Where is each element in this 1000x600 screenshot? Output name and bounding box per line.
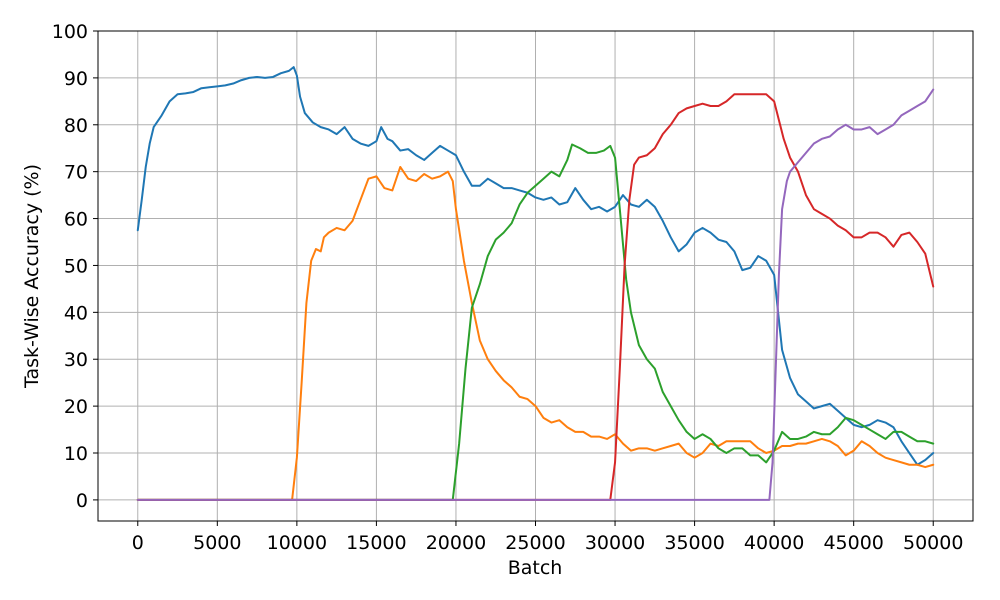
y-tick-label: 90 (64, 68, 88, 90)
x-axis-label: Batch (508, 557, 563, 579)
y-tick-label: 40 (64, 302, 88, 324)
y-tick-label: 0 (76, 490, 88, 512)
series-lines (136, 66, 935, 501)
x-tick-label: 30000 (585, 532, 645, 554)
x-tick-label: 5000 (193, 532, 241, 554)
x-axis-ticks: 0 5000 10000 15000 20000 25000 30000 35000 40000… (132, 521, 963, 554)
series-line-5 (136, 88, 935, 501)
y-axis-label: Task-Wise Accuracy (%) (21, 164, 43, 389)
y-tick-label: 100 (52, 21, 88, 43)
x-tick-label: 15000 (346, 532, 406, 554)
y-axis-ticks: 0 10 20 30 40 50 60 70 80 90 100 (52, 21, 98, 512)
y-tick-label: 60 (64, 209, 88, 231)
x-tick-label: 20000 (426, 532, 486, 554)
x-tick-label: 45000 (823, 532, 883, 554)
x-tick-label: 50000 (903, 532, 963, 554)
series-line-4 (136, 93, 935, 501)
y-tick-label: 50 (64, 255, 88, 277)
y-tick-label: 10 (64, 443, 88, 465)
y-tick-label: 30 (64, 349, 88, 371)
series-line-1 (136, 66, 935, 466)
y-tick-label: 80 (64, 115, 88, 137)
x-tick-label: 25000 (505, 532, 565, 554)
x-tick-label: 35000 (664, 532, 724, 554)
series-line-2 (136, 165, 935, 501)
series-line-3 (136, 143, 935, 501)
x-tick-label: 0 (132, 532, 144, 554)
y-tick-label: 20 (64, 396, 88, 418)
y-tick-label: 70 (64, 162, 88, 184)
x-tick-label: 40000 (744, 532, 804, 554)
x-tick-label: 10000 (267, 532, 327, 554)
